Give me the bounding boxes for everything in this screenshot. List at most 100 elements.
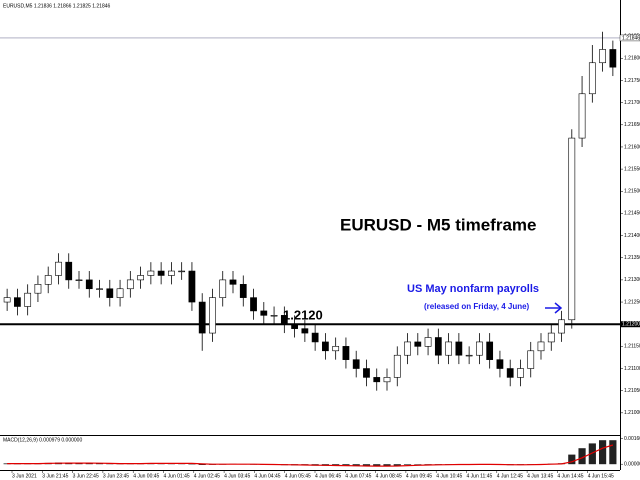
y-tick-label: 1.21300 — [624, 277, 640, 283]
candle-body — [537, 341, 545, 352]
macd-bar — [85, 463, 93, 465]
candle-body — [24, 292, 32, 307]
candle-body — [393, 354, 401, 378]
x-tick-label: 3 Jun 22:45 — [73, 473, 99, 479]
macd-bar — [188, 463, 196, 465]
macd-label: MACD(12,26,9) 0.000979 0.000000 — [3, 437, 82, 443]
y-tick-label: 1.21400 — [624, 233, 640, 239]
y-tick-label: 1.21000 — [624, 410, 640, 416]
candle-body — [496, 359, 504, 369]
x-tick-label: 4 Jun 15:45 — [588, 473, 614, 479]
candle-body — [178, 270, 186, 273]
candle-body — [486, 341, 494, 360]
candle-body — [229, 279, 237, 285]
candle-body — [44, 275, 52, 285]
x-tick-label: 4 Jun 02:45 — [194, 473, 220, 479]
x-tick-label: 4 Jun 09:45 — [406, 473, 432, 479]
y-tick-label: 1.21750 — [624, 78, 640, 84]
x-tick-label: 3 Jun 2021 — [12, 473, 37, 479]
x-tick-label: 4 Jun 04:45 — [254, 473, 280, 479]
y-tick-label: 1.21600 — [624, 144, 640, 150]
candle-body — [147, 270, 155, 276]
x-tick-label: 3 Jun 21:45 — [42, 473, 68, 479]
macd-bar — [352, 464, 360, 467]
arrow — [545, 302, 563, 314]
candle-body — [85, 279, 93, 290]
candle-body — [301, 328, 309, 334]
macd-bar — [568, 454, 576, 465]
y-tick-label: 1.21650 — [624, 122, 640, 128]
candle-body — [332, 346, 340, 352]
macd-bar — [403, 464, 412, 465]
y-tick-label: 1.21350 — [624, 255, 640, 261]
y-tick-label: 1.21450 — [624, 211, 640, 217]
candle-body — [506, 368, 514, 378]
candle-body — [280, 315, 288, 325]
annotation: US May nonfarm payrolls — [407, 283, 539, 295]
y-tick-label: 1.21550 — [624, 166, 640, 172]
macd-bar — [609, 440, 617, 465]
x-tick-label: 4 Jun 13:45 — [527, 473, 553, 479]
macd-bar — [588, 443, 596, 465]
candle-body — [55, 261, 62, 276]
candle-body — [455, 341, 463, 356]
last-price-label: 1.21846 — [622, 35, 640, 41]
candle-body — [157, 270, 165, 276]
support-tag — [620, 321, 640, 328]
candle-body — [126, 279, 134, 290]
candle-body — [260, 310, 268, 316]
candle-body — [434, 337, 442, 356]
x-tick-label: 4 Jun 01:45 — [164, 473, 190, 479]
support-label: 1.2120 — [283, 308, 323, 323]
candle-body — [3, 297, 11, 303]
candle-body — [14, 297, 21, 307]
candle-body — [219, 279, 227, 298]
y-tick-label: 1.21250 — [624, 299, 640, 305]
candle-body — [311, 332, 319, 343]
candle-body — [188, 270, 196, 303]
macd-y-tick-label: 0.000000 — [624, 462, 640, 468]
candle-body — [383, 377, 391, 383]
x-tick-label: 4 Jun 12:45 — [497, 473, 523, 479]
candle-body — [558, 319, 565, 334]
candle-body — [96, 288, 103, 290]
candle-body — [414, 341, 422, 347]
candle-body — [322, 341, 329, 352]
y-tick-label: 1.21100 — [624, 366, 640, 372]
candle-body — [168, 270, 175, 276]
macd-signal — [7, 444, 614, 467]
candle-body — [250, 297, 257, 312]
candle-body — [373, 377, 381, 383]
candle-body — [65, 261, 73, 281]
macd-bar — [599, 440, 607, 465]
candle-body — [578, 93, 586, 139]
y-tick-label: 1.21800 — [624, 56, 640, 62]
last-price-tag — [619, 34, 640, 42]
candle-body — [75, 279, 83, 281]
candle-body — [116, 288, 124, 298]
macd-bar — [414, 464, 422, 465]
y-tick-label: 1.21500 — [624, 189, 640, 195]
candle-body — [404, 341, 411, 356]
candle-body — [527, 350, 535, 369]
candle-body — [445, 341, 452, 356]
x-tick-label: 4 Jun 07:45 — [345, 473, 371, 479]
candle-body — [568, 137, 576, 321]
x-tick-label: 4 Jun 05:45 — [285, 473, 311, 479]
macd-bar — [373, 464, 381, 467]
candle-body — [137, 275, 144, 281]
x-tick-label: 4 Jun 08:45 — [376, 473, 402, 479]
candle-body — [198, 301, 206, 334]
x-tick-label: 4 Jun 03:45 — [224, 473, 250, 479]
macd-bar — [578, 448, 586, 465]
macd-bar — [393, 464, 401, 466]
annotation: (released on Friday, 4 June) — [424, 302, 530, 311]
candle-body — [588, 62, 596, 95]
macd-bar — [383, 464, 391, 467]
x-tick-label: 4 Jun 11:45 — [467, 473, 493, 479]
candle-body — [209, 297, 216, 334]
macd-bar — [362, 464, 371, 467]
macd-y-tick-label: 0.001600 — [624, 436, 640, 442]
